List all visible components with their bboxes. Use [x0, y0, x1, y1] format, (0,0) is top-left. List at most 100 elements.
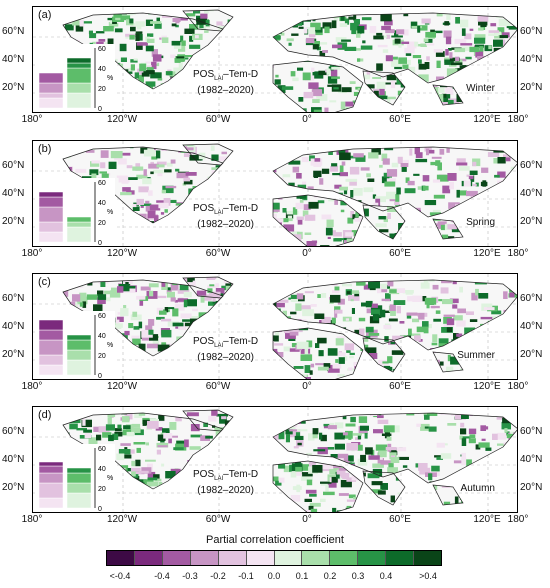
latitude-label: 60°N [2, 26, 25, 37]
inset-tick-label: 0 [98, 506, 102, 512]
inset-bar-segment [66, 492, 92, 509]
inset-unit-label: % [107, 342, 113, 349]
inset-tick-label: 40 [98, 200, 106, 207]
inset-bar-segment [38, 461, 64, 467]
map-panel: (c) Summer POSLAI–Tem-D (1982–2020) 0 20 40 60% [32, 273, 518, 380]
latitude-label: 60°N [2, 426, 25, 437]
inset-tick-label: 20 [98, 353, 106, 360]
inset-tick-label: 40 [98, 333, 106, 340]
pos-label: POSLAI–Tem-D (1982–2020) [193, 69, 259, 96]
coastline [272, 327, 364, 379]
latitude-label: 40°N [2, 188, 25, 199]
inset-bar-segment [66, 221, 92, 228]
season-label: Summer [457, 350, 495, 361]
map-panel: (d) Autumn POSLAI–Tem-D (1982–2020) 0 20 40 60% [32, 406, 518, 513]
colorbar-tick-label: -0.4 [154, 571, 170, 581]
map-canvas [33, 141, 517, 246]
coastline [432, 218, 464, 240]
inset-bar-segment [38, 472, 64, 484]
latitude-label: 20°N [520, 482, 543, 493]
inset-tick-label: 0 [98, 106, 102, 112]
longitude-label: 120°E [473, 381, 501, 392]
colorbar-swatch [358, 551, 387, 565]
coastline [272, 146, 517, 218]
latitude-label: 40°N [2, 454, 25, 465]
longitude-label: 180° [507, 248, 529, 259]
latitude-label: 40°N [520, 188, 543, 199]
coastline [272, 12, 517, 84]
coastline [272, 194, 364, 246]
longitude-label: 0° [302, 248, 312, 259]
inset-tick-label: 40 [98, 66, 106, 73]
colorbar-swatch [330, 551, 359, 565]
latitude-label: 60°N [2, 160, 25, 171]
colorbar-tick-label: >0.4 [419, 571, 437, 581]
inset-bar-segment [38, 364, 64, 376]
longitude-label: 60°E [389, 114, 411, 125]
inset-bar-segment [66, 67, 92, 84]
coastline [182, 143, 234, 166]
inset-bar-chart: 0 20 40 60% [35, 444, 115, 512]
longitude-label: 0° [302, 381, 312, 392]
inset-bar-segment [66, 482, 92, 494]
inset-bar-chart: 0 20 40 60% [35, 311, 115, 379]
longitude-label: 60°E [389, 514, 411, 525]
latitude-label: 20°N [2, 482, 25, 493]
inset-bar-segment [38, 82, 64, 94]
inset-bar-segment [38, 97, 64, 109]
inset-tick-label: 60 [98, 46, 106, 53]
inset-bar-segment [66, 92, 92, 109]
latitude-label: 40°N [520, 454, 543, 465]
panel-label: (a) [38, 9, 52, 21]
inset-bar-segment [38, 231, 64, 243]
colorbar-tick-label: 0.3 [351, 571, 365, 581]
season-label: Winter [466, 83, 495, 94]
longitude-label: 180° [507, 381, 529, 392]
colorbar [106, 550, 442, 566]
latitude-label: 40°N [2, 54, 25, 65]
colorbar-tick-label: 0.4 [379, 571, 393, 581]
longitude-label: 180° [21, 248, 43, 259]
inset-bar-segment [66, 334, 92, 341]
latitude-label: 60°N [520, 293, 543, 304]
pos-label: POSLAI–Tem-D (1982–2020) [193, 469, 259, 496]
longitude-label: 120°W [106, 381, 138, 392]
inset-bar-segment [38, 206, 64, 223]
latitude-label: 40°N [520, 54, 543, 65]
colorbar-tick-label: <-0.4 [109, 571, 131, 581]
inset-bar-segment [38, 196, 64, 208]
coastline [432, 84, 464, 106]
latitude-label: 40°N [2, 321, 25, 332]
longitude-label: 120°W [106, 114, 138, 125]
coastline [272, 279, 517, 351]
coastline [272, 60, 364, 112]
longitude-label: 60°W [205, 381, 231, 392]
latitude-label: 60°N [520, 26, 543, 37]
longitude-label: 120°E [473, 514, 501, 525]
coastline [182, 276, 234, 299]
colorbar-swatch [246, 551, 275, 565]
longitude-label: 120°E [473, 114, 501, 125]
coastline [182, 9, 234, 32]
colorbar-swatch [274, 551, 303, 565]
latitude-label: 60°N [520, 426, 543, 437]
inset-bar-segment [66, 216, 92, 223]
panel-label: (b) [38, 143, 52, 155]
coastline [362, 204, 406, 240]
colorbar-tick-label: -0.3 [182, 571, 198, 581]
latitude-label: 20°N [520, 82, 543, 93]
inset-bar-segment [38, 354, 64, 366]
inset-bar-segment [66, 57, 92, 64]
inset-bar-segment [38, 329, 64, 341]
inset-unit-label: % [107, 75, 113, 82]
coastline [362, 470, 406, 506]
inset-tick-label: 20 [98, 486, 106, 493]
inset-bar-segment [66, 472, 92, 484]
colorbar-swatch [190, 551, 219, 565]
inset-bar-segment [38, 319, 64, 331]
longitude-label: 120°W [106, 248, 138, 259]
inset-tick-label: 60 [98, 180, 106, 187]
coastline [272, 460, 364, 512]
inset-bar-segment [66, 349, 92, 361]
inset-bar-segment [38, 72, 64, 84]
